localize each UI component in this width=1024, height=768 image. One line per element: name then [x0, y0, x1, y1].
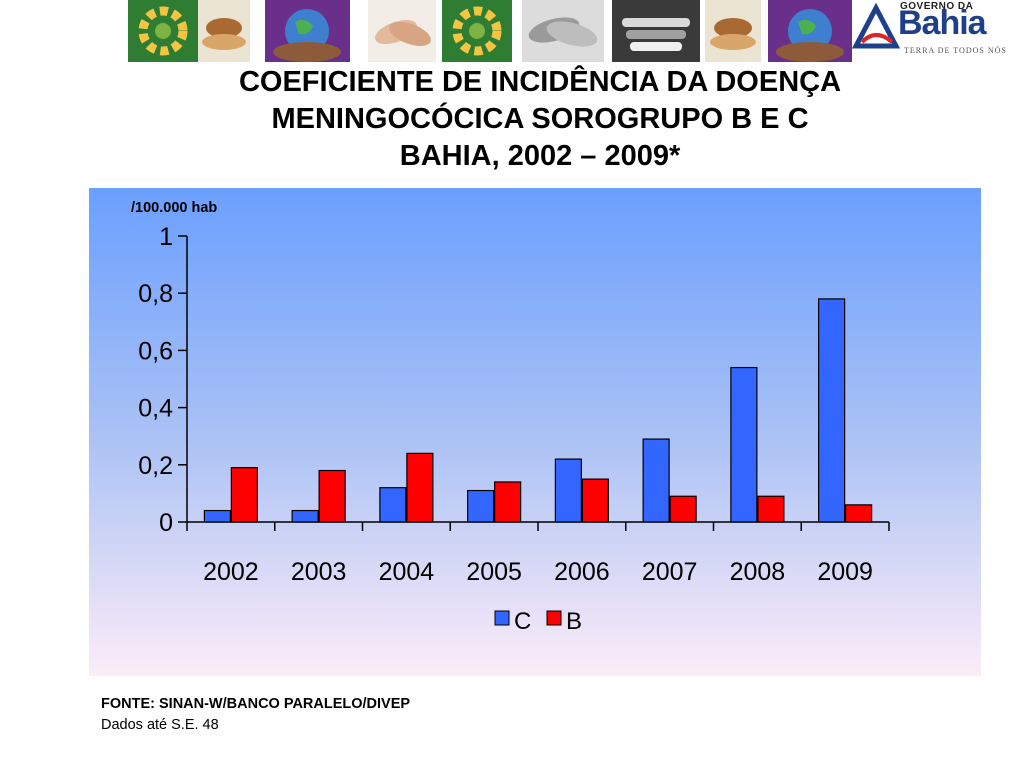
title-line-1: COEFICIENTE DE INCIDÊNCIA DA DOENÇA — [238, 66, 842, 98]
x-tick-label: 2004 — [379, 558, 435, 586]
bar-B-2003 — [318, 469, 346, 523]
governo-bahia-logo: GOVERNO DA Bahia TERRA DE TODOS NÓS — [850, 0, 1010, 62]
legend-swatch-B — [546, 610, 562, 626]
x-tick-label: 2007 — [642, 558, 698, 586]
logo-top-text: GOVERNO DA — [900, 1, 974, 12]
y-tick-label: 0,4 — [138, 395, 173, 423]
bar-B-2006 — [581, 478, 609, 523]
y-tick-label: 0 — [159, 509, 173, 537]
x-tick-label: 2005 — [466, 558, 522, 586]
holding-hands-icon — [522, 0, 604, 62]
y-tick-label: 0,2 — [138, 452, 173, 480]
logo-main-text: Bahia — [898, 4, 987, 42]
stacked-hands-icon — [612, 0, 700, 62]
header-banner: GOVERNO DA Bahia TERRA DE TODOS NÓS — [0, 0, 1024, 62]
legend-swatch-C — [494, 610, 510, 626]
x-tick-label: 2009 — [817, 558, 873, 586]
bar-C-2003 — [291, 509, 319, 523]
x-tick-label: 2002 — [203, 558, 259, 586]
bar-B-2004 — [406, 452, 434, 523]
y-tick-label: 0,8 — [138, 280, 173, 308]
hands-bread-icon — [198, 0, 250, 62]
bar-chart: /100.000 hab 0 0,2 0,4 0,6 0,8 1 2002 2003 2004 20… — [131, 200, 890, 635]
bar-C-2009 — [818, 298, 846, 523]
bar-B-2009 — [845, 504, 873, 523]
x-tick-label: 2006 — [554, 558, 610, 586]
y-tick-label: 0,6 — [138, 337, 173, 365]
bahia-logo-icon — [852, 2, 900, 49]
bar-C-2008 — [730, 366, 758, 523]
legend-label-C: C — [514, 608, 531, 635]
bar-C-2007 — [642, 438, 670, 523]
bar-C-2004 — [379, 487, 407, 523]
unit-label: /100.000 hab — [131, 200, 217, 216]
y-tick-label: 1 — [159, 223, 173, 251]
bar-B-2007 — [669, 495, 697, 523]
bar-C-2005 — [467, 489, 495, 523]
hands-globe-icon — [265, 0, 350, 62]
bar-B-2008 — [757, 495, 785, 523]
bar-B-2002 — [230, 467, 258, 523]
title-line-2: MENINGOCÓCICA SOROGRUPO B E C — [271, 103, 809, 135]
hands-globe-icon — [768, 0, 852, 62]
x-tick-label: 2008 — [730, 558, 786, 586]
x-tick-label: 2003 — [291, 558, 347, 586]
chart-panel: /100.000 hab 0 0,2 0,4 0,6 0,8 1 2002 2003 2004 20… — [89, 188, 981, 676]
hands-bread-icon — [705, 0, 761, 62]
children-circle-icon — [442, 0, 512, 62]
bar-C-2006 — [554, 458, 582, 523]
bar-B-2005 — [494, 481, 522, 523]
logo-bottom-text: TERRA DE TODOS NÓS — [904, 46, 1007, 55]
bar-C-2002 — [203, 509, 231, 523]
title-line-3: BAHIA, 2002 – 2009* — [399, 140, 681, 172]
handshake-icon — [368, 0, 436, 62]
page-title: COEFICIENTE DE INCIDÊNCIA DA DOENÇA MENI… — [110, 64, 970, 175]
source-text: FONTE: SINAN-W/BANCO PARALELO/DIVEP — [101, 696, 411, 712]
children-circle-icon — [128, 0, 198, 62]
legend-label-B: B — [566, 608, 582, 635]
data-note: Dados até S.E. 48 — [101, 717, 219, 733]
